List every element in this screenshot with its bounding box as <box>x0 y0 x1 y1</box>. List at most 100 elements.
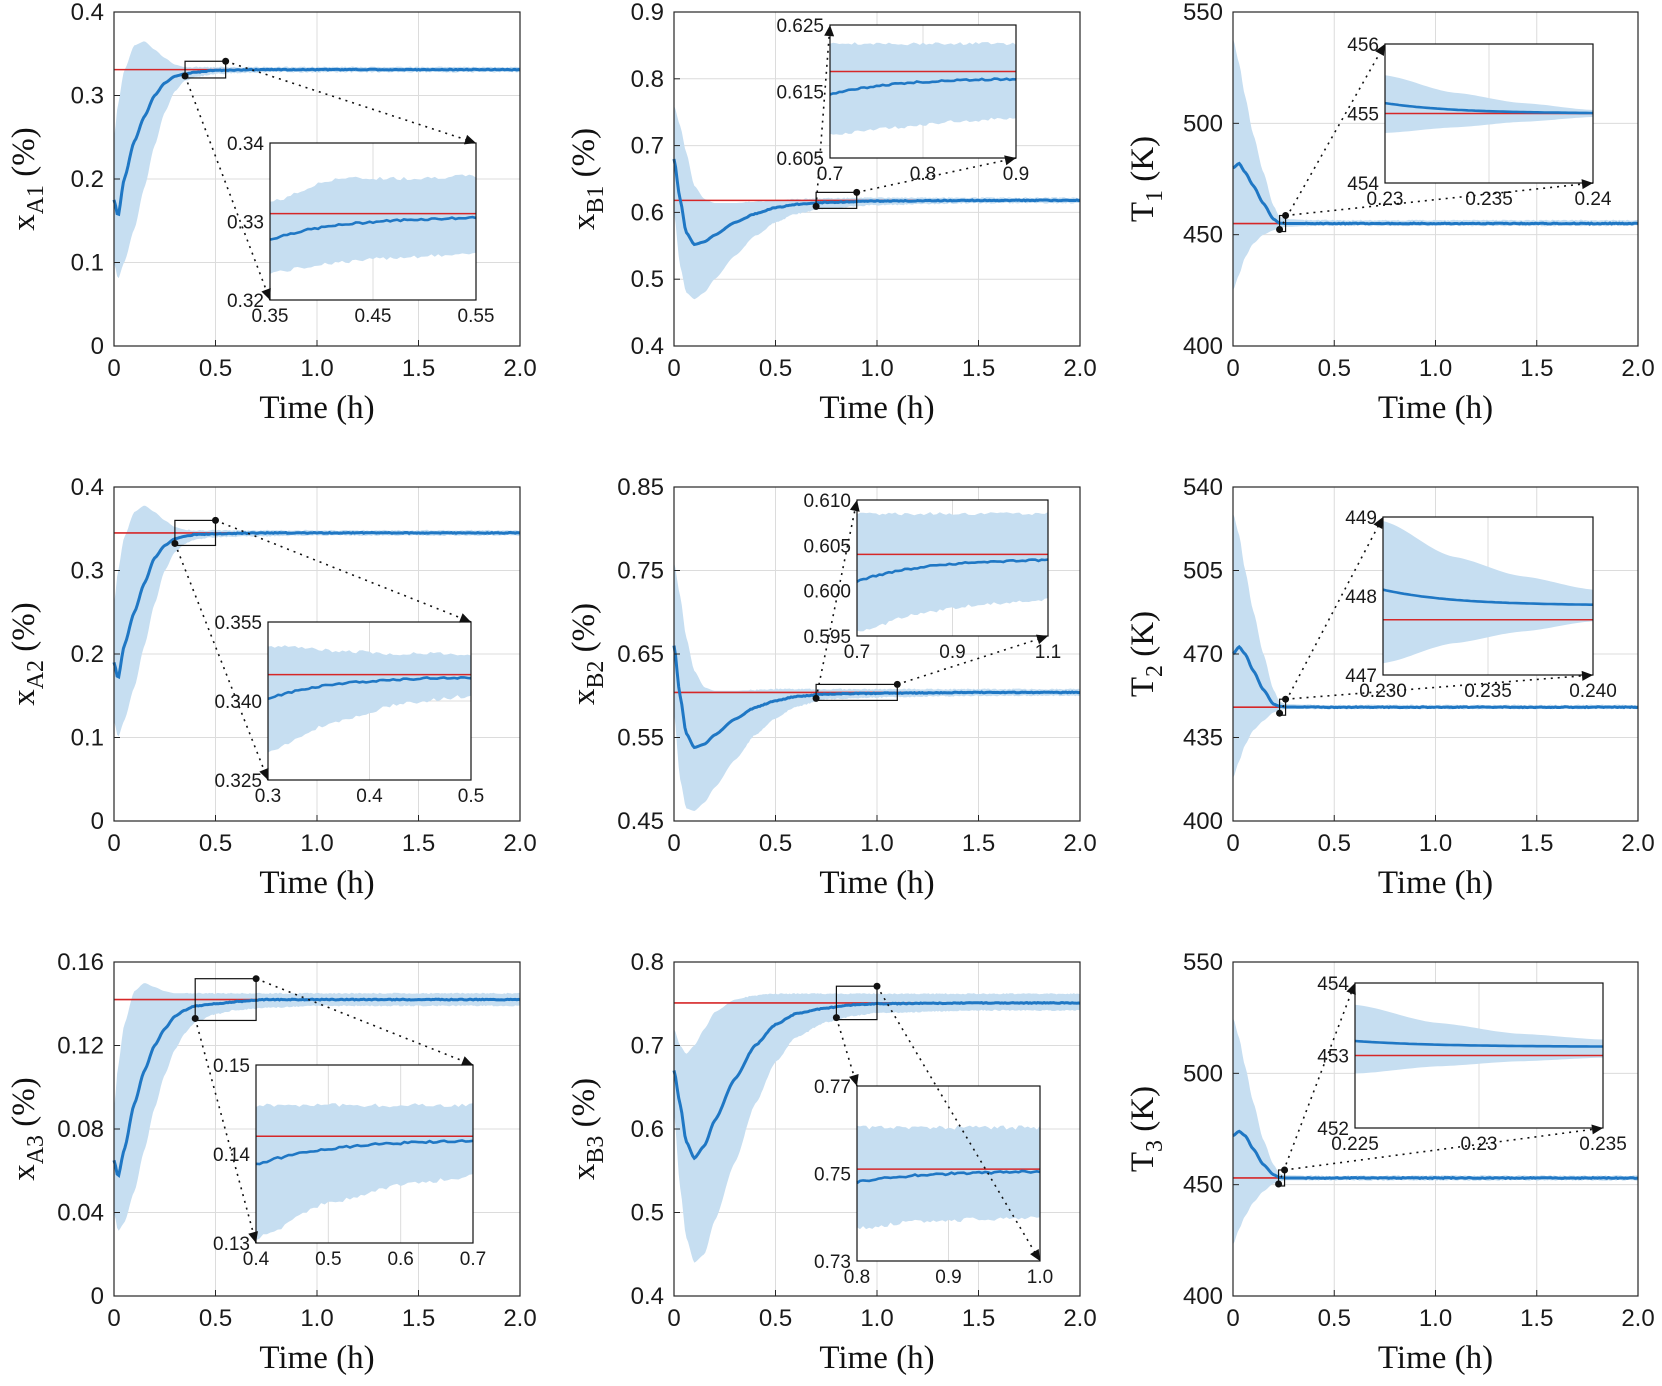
x-axis-label: Time (h) <box>1378 865 1493 901</box>
y-tick-label: 0.6 <box>631 199 664 226</box>
y-tick-label: 0.5 <box>631 1200 664 1227</box>
zoom-rectangle <box>815 683 898 702</box>
y-tick-label: 0.6 <box>631 1116 664 1143</box>
inset-frame <box>1384 43 1594 184</box>
x-tick-label: 1.5 <box>402 830 435 857</box>
zoom-connector <box>1285 182 1594 217</box>
x-tick-label: 0.5 <box>199 830 232 857</box>
y-tick-label: 500 <box>1183 1060 1223 1087</box>
inset-frame <box>856 499 1049 637</box>
inset-x-tick-label: 0.6 <box>387 1249 413 1270</box>
connector-arrowhead <box>849 500 860 512</box>
zoom-connector <box>194 1018 257 1244</box>
inset-confidence-band <box>270 174 476 274</box>
inset-x-tick-label: 0.45 <box>355 306 392 327</box>
connector-dot <box>893 680 901 688</box>
connector-arrowhead <box>1375 44 1385 57</box>
connector-arrowhead <box>463 134 476 145</box>
inset-y-tick-label: 0.355 <box>214 613 262 634</box>
subplot-2: 0 0.5 1.0 1.5 2.0 0.4 0.5 0.6 0.7 0.8 0.9 Time (h) x… <box>566 0 1097 426</box>
connector-dot <box>812 694 820 702</box>
x-axis-label: Time (h) <box>259 390 374 426</box>
inset-axes: 0.7 0.9 1.1 0.595 0.600 0.605 0.610 <box>803 491 1061 663</box>
inset-mean-trajectory <box>856 558 1049 583</box>
y-axis-label: xB2 (%) <box>566 603 609 705</box>
zoom-connector <box>255 977 474 1066</box>
inset-frame <box>267 621 472 781</box>
zoom-rectangle <box>835 985 878 1021</box>
connector-dot <box>1275 1180 1283 1188</box>
connector-arrowhead <box>261 287 271 300</box>
y-tick-label: 0.5 <box>631 266 664 293</box>
inset-y-tick-label: 448 <box>1345 587 1377 608</box>
x-tick-label: 2.0 <box>1063 355 1096 382</box>
x-tick-label: 0 <box>667 355 680 382</box>
y-axis-label: T1 (K) <box>1125 136 1168 222</box>
y-tick-label: 470 <box>1183 641 1223 668</box>
inset-x-tick-label: 0.35 <box>252 306 289 327</box>
inset-y-tick-label: 0.595 <box>803 627 851 648</box>
y-axis-label: xB1 (%) <box>566 128 609 230</box>
mean-trajectory <box>1232 161 1639 226</box>
y-tick-label: 400 <box>1183 1283 1223 1310</box>
inset-confidence-band <box>268 645 471 753</box>
y-tick-label: 0.75 <box>617 558 664 585</box>
inset-x-tick-label: 0.7 <box>460 1249 486 1270</box>
zoom-connector <box>835 1017 858 1087</box>
inset-axes: 0.230 0.235 0.240 447 448 449 <box>1345 508 1616 702</box>
y-tick-label: 0.4 <box>631 1283 664 1310</box>
y-tick-label: 400 <box>1183 333 1223 360</box>
subplot-1: 0 0.5 1.0 1.5 2.0 0 0.1 0.2 0.3 0.4 Time (h) xA1 (%… <box>6 0 537 426</box>
x-tick-label: 0 <box>1226 355 1239 382</box>
x-tick-label: 2.0 <box>503 830 536 857</box>
x-tick-label: 1.5 <box>962 355 995 382</box>
connector-arrowhead <box>849 1074 859 1086</box>
x-tick-label: 1.5 <box>962 1305 995 1332</box>
inset-axes: 0.3 0.4 0.5 0.325 0.340 0.355 <box>214 613 484 807</box>
x-tick-label: 1.0 <box>860 355 893 382</box>
connector-dot <box>873 982 881 990</box>
inset-confidence-band <box>256 1103 473 1241</box>
y-axis-label: xA1 (%) <box>6 127 49 231</box>
x-tick-label: 2.0 <box>1063 1305 1096 1332</box>
connector-arrowhead <box>259 767 269 780</box>
connector-dot <box>1281 1166 1289 1174</box>
confidence-band <box>674 562 1080 811</box>
y-tick-label: 0.08 <box>57 1116 104 1143</box>
x-axis-label: Time (h) <box>819 390 934 426</box>
inset-frame <box>1354 982 1604 1129</box>
connector-arrowhead <box>1346 983 1356 996</box>
zoom-connector <box>225 60 477 144</box>
x-tick-label: 0 <box>1226 830 1239 857</box>
y-tick-label: 550 <box>1183 949 1223 976</box>
inset-x-tick-label: 0.9 <box>939 642 965 663</box>
inset-x-tick-label: 0.55 <box>458 306 495 327</box>
x-tick-label: 0.5 <box>759 355 792 382</box>
mean-trajectory <box>112 997 521 1179</box>
inset-x-tick-label: 0.9 <box>1003 164 1029 185</box>
inset-x-tick-label: 0.7 <box>844 642 870 663</box>
connector-dot <box>1276 226 1284 234</box>
inset-axes: 0.35 0.45 0.55 0.32 0.33 0.34 <box>227 134 494 327</box>
connector-arrowhead <box>1030 1248 1040 1261</box>
x-tick-label: 1.0 <box>860 830 893 857</box>
y-tick-label: 0.8 <box>631 66 664 93</box>
connector-dot <box>812 202 820 210</box>
x-tick-label: 2.0 <box>503 1305 536 1332</box>
inset-frame <box>1382 516 1594 676</box>
x-tick-label: 2.0 <box>1063 830 1096 857</box>
connector-dot <box>1282 212 1290 220</box>
y-tick-label: 0.45 <box>617 808 664 835</box>
inset-y-tick-label: 0.605 <box>803 536 851 557</box>
zoom-connector <box>1277 982 1356 1185</box>
x-tick-label: 0 <box>1226 1305 1239 1332</box>
y-tick-label: 0 <box>91 1283 104 1310</box>
connector-arrowhead <box>824 25 835 37</box>
inset-x-tick-label: 0.24 <box>1575 189 1612 210</box>
inset-y-tick-label: 0.605 <box>776 149 824 170</box>
confidence-band <box>674 993 1080 1263</box>
inset-x-tick-label: 0.235 <box>1464 681 1512 702</box>
zoom-connector <box>1284 1127 1604 1171</box>
y-tick-label: 0.12 <box>57 1033 104 1060</box>
